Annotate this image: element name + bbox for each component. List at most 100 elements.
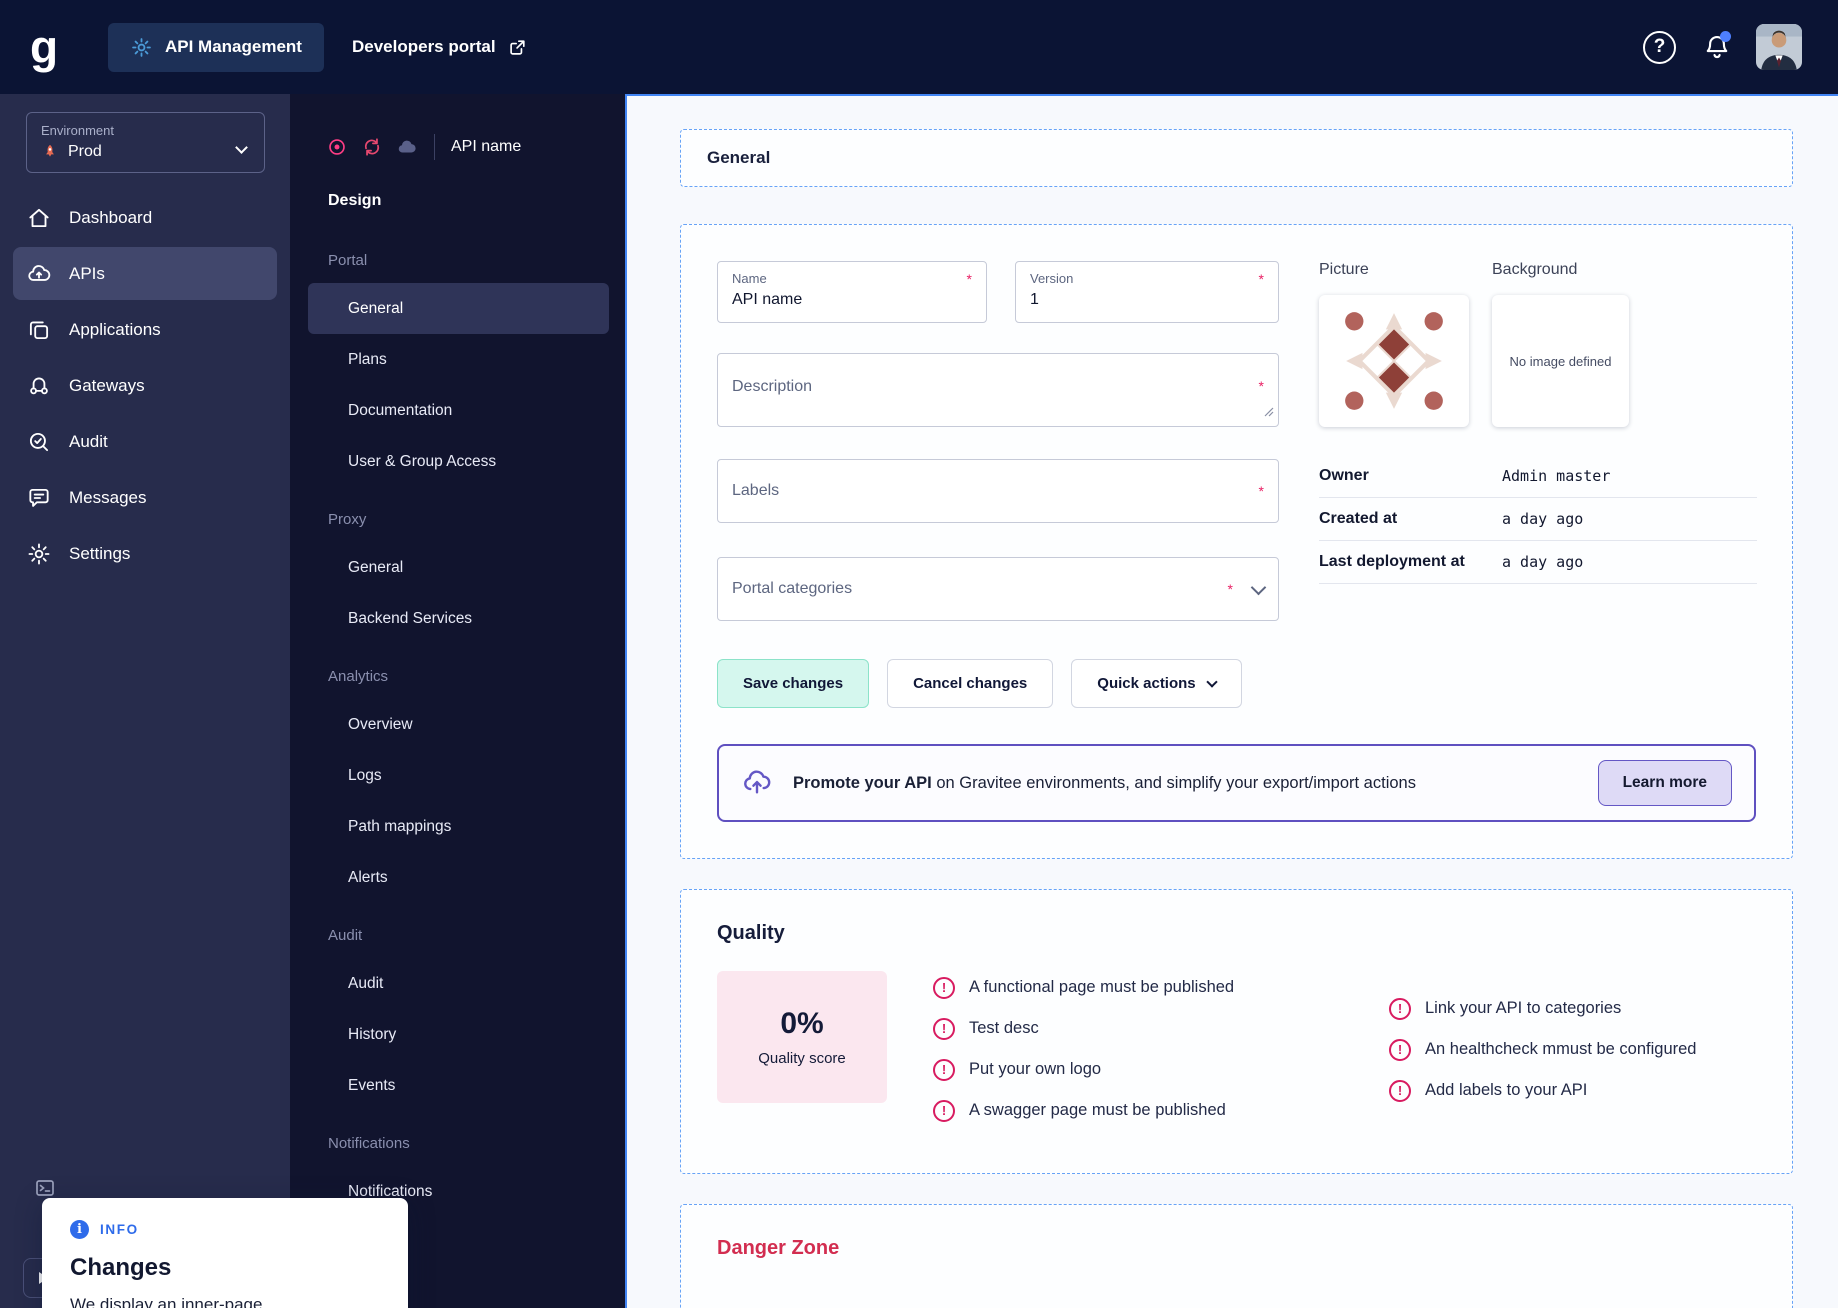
api-deploy-cloud-icon[interactable] — [396, 136, 418, 158]
chevron-down-icon — [1250, 579, 1267, 595]
notifications-bell-icon[interactable] — [1702, 31, 1732, 62]
menu-item-backend-services[interactable]: Backend Services — [348, 609, 473, 627]
sidebar-item-messages[interactable]: Messages — [13, 471, 277, 524]
menu-section-audit: Audit Audit History Events — [290, 903, 625, 1111]
menu-section-proxy: Proxy General Backend Services — [290, 487, 625, 644]
audit-check-icon — [26, 429, 52, 455]
menu-item-history[interactable]: History — [348, 1025, 397, 1043]
info-icon: i — [70, 1220, 89, 1239]
warning-icon: ! — [933, 1058, 955, 1081]
menu-item-audit[interactable]: Audit — [348, 974, 384, 992]
learn-more-button[interactable]: Learn more — [1597, 760, 1732, 806]
help-icon[interactable]: ? — [1643, 30, 1676, 64]
form-fields-column: Name * API name Version * 1 — [717, 261, 1279, 708]
sidebar-item-label: Audit — [69, 431, 108, 451]
api-picture-preview — [1338, 305, 1450, 417]
quality-score-card: 0% Quality score — [717, 971, 887, 1103]
api-menu-header: API name — [290, 94, 625, 174]
last-deployment-value: a day ago — [1502, 553, 1584, 571]
required-marker: * — [1258, 378, 1264, 394]
menu-item-overview[interactable]: Overview — [348, 715, 413, 733]
quality-issues-column-2: ! Link your API to categories ! An healt… — [1389, 988, 1697, 1131]
labels-field[interactable]: Labels * — [717, 459, 1279, 523]
environment-selector[interactable]: Environment Prod — [26, 112, 265, 173]
rocket-icon — [41, 143, 59, 161]
menu-item-user-group-access[interactable]: User & Group Access — [348, 452, 497, 470]
sidebar-item-audit[interactable]: Audit — [13, 415, 277, 468]
gateway-icon — [26, 373, 52, 399]
menu-item-logs[interactable]: Logs — [348, 766, 382, 784]
quality-issue-text: A functional page must be published — [969, 978, 1235, 996]
sidebar-item-applications[interactable]: Applications — [13, 303, 277, 356]
labels-field-label: Labels — [732, 482, 780, 499]
quick-actions-button[interactable]: Quick actions — [1071, 659, 1242, 708]
quality-title: Quality — [717, 922, 785, 944]
message-icon — [26, 485, 52, 511]
cancel-changes-button[interactable]: Cancel changes — [887, 659, 1054, 708]
sidebar-item-dashboard[interactable]: Dashboard — [13, 191, 277, 244]
api-sync-icon[interactable] — [361, 136, 383, 158]
api-menu-sidebar: API name Design Portal General Plans Doc… — [290, 94, 625, 1308]
api-stop-icon[interactable] — [326, 136, 348, 158]
background-upload-tile[interactable]: No image defined — [1492, 295, 1629, 427]
danger-zone-title: Danger Zone — [717, 1237, 840, 1259]
gravitee-logo[interactable]: g — [30, 21, 59, 73]
sidebar-item-label: Applications — [69, 319, 161, 339]
danger-zone-section: Danger Zone — [680, 1204, 1793, 1308]
name-field[interactable]: Name * API name — [717, 261, 987, 323]
last-deployment-label: Last deployment at — [1319, 553, 1465, 570]
applications-icon — [26, 317, 52, 343]
user-avatar[interactable] — [1756, 24, 1802, 70]
menu-item-proxy-general[interactable]: General — [348, 558, 404, 576]
sidebar-item-apis[interactable]: APIs — [13, 247, 277, 300]
portal-categories-label: Portal categories — [732, 580, 853, 597]
version-field[interactable]: Version * 1 — [1015, 261, 1279, 323]
menu-item-events[interactable]: Events — [348, 1076, 396, 1094]
warning-icon: ! — [933, 1017, 955, 1040]
developers-portal-link[interactable]: Developers portal — [352, 37, 528, 58]
menu-item-plans[interactable]: Plans — [348, 350, 387, 368]
quality-score-value: 0% — [780, 1007, 824, 1040]
quality-issue: ! A swagger page must be published — [933, 1090, 1363, 1131]
api-management-icon — [130, 36, 153, 59]
menu-item-alerts[interactable]: Alerts — [348, 868, 388, 886]
main-sidebar: Environment Prod — [0, 94, 290, 1308]
menu-item-notifications[interactable]: Notifications — [348, 1182, 433, 1200]
section-title: Notifications — [328, 1135, 410, 1152]
name-field-value: API name — [732, 291, 803, 308]
save-changes-button[interactable]: Save changes — [717, 659, 870, 708]
api-meta-table: Owner Admin master Created at a day ago … — [1319, 455, 1757, 584]
sidebar-item-settings[interactable]: Settings — [13, 527, 277, 580]
menu-item-path-mappings[interactable]: Path mappings — [348, 817, 452, 835]
form-actions: Save changes Cancel changes Quick action… — [717, 659, 1279, 708]
quality-issue-text: An healthcheck mmust be configured — [1425, 1040, 1697, 1058]
quality-issue: ! An healthcheck mmust be configured — [1389, 1029, 1697, 1070]
menu-item-portal-general[interactable]: General — [308, 283, 609, 334]
picture-label: Picture — [1319, 261, 1369, 278]
sidebar-footer-log-icon[interactable] — [33, 1176, 57, 1205]
section-title: Analytics — [328, 668, 389, 685]
sidebar-item-label: APIs — [69, 263, 105, 283]
menu-section-analytics: Analytics Overview Logs Path mappings Al… — [290, 644, 625, 903]
warning-icon: ! — [1389, 1038, 1411, 1061]
toast-title: Changes — [70, 1254, 172, 1281]
sidebar-item-gateways[interactable]: Gateways — [13, 359, 277, 412]
main-content: General Name * API name — [625, 94, 1838, 1308]
version-field-label: Version — [1030, 271, 1074, 286]
api-meta-column: Picture Background — [1319, 261, 1757, 708]
chevron-down-icon — [1205, 675, 1218, 688]
promote-rest-text: on Gravitee environments, and simplify y… — [931, 773, 1416, 792]
picture-upload-tile[interactable] — [1319, 295, 1469, 427]
toast-body: We display an inner-page — [70, 1295, 263, 1308]
home-icon — [26, 205, 52, 231]
api-management-button[interactable]: API Management — [108, 22, 324, 72]
resize-handle-icon[interactable] — [1264, 404, 1274, 422]
menu-item-design[interactable]: Design — [328, 192, 382, 209]
menu-item-documentation[interactable]: Documentation — [348, 401, 453, 419]
warning-icon: ! — [1389, 997, 1411, 1020]
portal-categories-select[interactable]: Portal categories * — [717, 557, 1279, 621]
background-label: Background — [1492, 261, 1578, 278]
description-field[interactable]: Description * — [717, 353, 1279, 427]
help-glyph: ? — [1653, 36, 1666, 57]
